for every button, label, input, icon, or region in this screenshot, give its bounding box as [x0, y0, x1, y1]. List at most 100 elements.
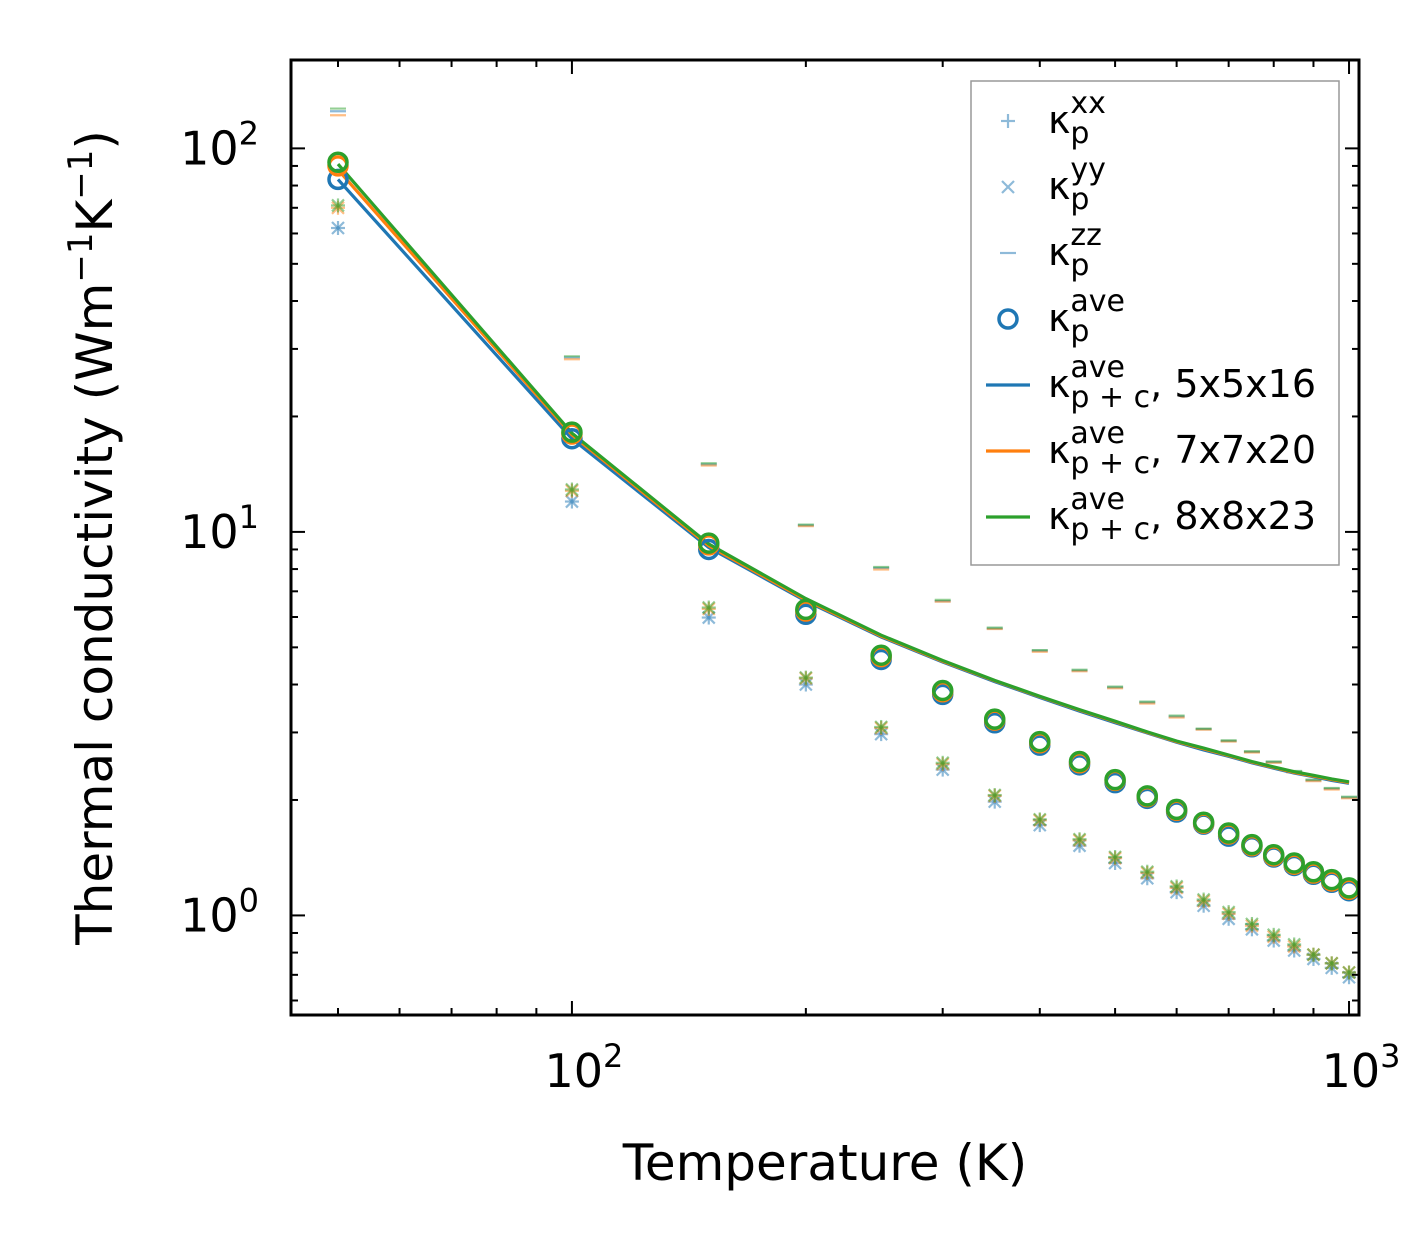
series-7-point-x: [331, 198, 345, 213]
legend-marker-b: [1001, 180, 1015, 194]
series-7-point-x: [1072, 832, 1087, 847]
legend-entry: κpyy: [1001, 152, 1106, 217]
series-7-point-x: [1169, 879, 1184, 894]
series-7-point-x-b: [1072, 832, 1087, 847]
x-tick-label: 102: [544, 1037, 623, 1098]
y-axis-label: Thermal conductivity (Wm−1K−1): [61, 130, 124, 946]
y-tick-label-exp: 1: [239, 498, 259, 536]
series-9-point: [1262, 843, 1285, 866]
series-9-point: [795, 598, 817, 621]
series-7-point-x: [935, 756, 950, 770]
series-9-point: [1241, 833, 1263, 856]
series-9-point: [1302, 860, 1325, 883]
series-9-point: [327, 151, 349, 174]
legend-subscript: p + c: [1070, 512, 1150, 547]
series-7-point-x-b: [1245, 917, 1259, 931]
series-7-point-x-b: [1306, 947, 1321, 962]
legend-symbol: κ: [1048, 362, 1070, 406]
series-7-point-x-b: [1266, 928, 1281, 942]
series-7-point-x-b: [987, 788, 1002, 802]
series-7-point-x-b: [1196, 892, 1211, 907]
series-7-point-x-b: [1108, 850, 1122, 864]
series-1-point-b: [565, 494, 579, 509]
series-9-point: [1192, 811, 1215, 833]
legend-subscript: p: [1070, 116, 1089, 151]
series-7-point-x: [874, 720, 888, 734]
series-7-point-x: [1266, 928, 1281, 942]
series-9-point: [1320, 868, 1343, 891]
legend-subscript: p + c: [1070, 446, 1150, 481]
legend-suffix: , 8x8x23: [1150, 494, 1316, 538]
series-12-line: [336, 163, 1350, 784]
legend-symbol: κ: [1048, 164, 1070, 208]
series-7-point-x-b: [1169, 879, 1184, 894]
series-7-point-x-b: [1287, 937, 1301, 952]
x-tick-label-base: 10: [1322, 1044, 1381, 1098]
y-tick-label: 100: [180, 881, 259, 942]
series-7-point-x-b: [1342, 965, 1356, 980]
series-9-point: [1068, 750, 1091, 773]
series-9-point: [1217, 822, 1240, 844]
legend-label: κp + cave , 8x8x23: [1048, 482, 1316, 547]
plot-area: [327, 107, 1360, 985]
series-9-point: [698, 532, 720, 554]
x-tick-label-exp: 2: [603, 1037, 623, 1075]
legend-subscript: p: [1070, 182, 1089, 217]
series-9-point: [1104, 768, 1126, 791]
series-7-point-x: [1306, 947, 1321, 962]
series-1-point-b: [331, 221, 345, 235]
legend-superscript: ave: [1070, 416, 1125, 451]
series-9-point: [983, 708, 1006, 730]
series-7-point-x-b: [701, 600, 716, 615]
series-9-point: [1029, 730, 1051, 753]
axes-frame: [289, 58, 1361, 1017]
x-tick-label: 103: [1322, 1037, 1401, 1098]
legend-entry: κpzz: [1000, 218, 1102, 283]
x-tick-label-exp: 3: [1380, 1037, 1400, 1075]
series-7-point-x: [1245, 917, 1259, 931]
series-7-point-x-b: [935, 756, 950, 770]
series-9-point: [931, 679, 954, 702]
legend-entry: κpxx: [1001, 86, 1106, 151]
y-tick-label: 102: [180, 114, 259, 175]
y-axis-label-main: Thermal conductivity (Wm: [66, 283, 124, 946]
series-7-point-x: [565, 482, 579, 497]
series-7-point-x-b: [1221, 905, 1236, 919]
legend-subscript: p: [1070, 314, 1089, 349]
legend-suffix: , 5x5x16: [1150, 362, 1316, 406]
series-9-point: [561, 421, 583, 443]
legend-marker: [1001, 180, 1015, 194]
y-tick-label-base: 10: [180, 121, 239, 175]
legend-subscript: p: [1070, 248, 1089, 283]
series-7-point-x: [1108, 850, 1122, 864]
legend-label: κpave: [1048, 284, 1125, 349]
legend-box: [970, 80, 1340, 566]
legend-superscript: ave: [1070, 482, 1125, 517]
y-axis-label-mid: K: [66, 199, 124, 233]
y-tick-label-exp: 2: [239, 114, 259, 152]
y-axis-label-exp1: −1: [61, 233, 101, 283]
y-axis-label-exp2: −1: [61, 150, 101, 200]
series-7-point-x: [701, 600, 716, 615]
series-7-point-x-b: [799, 670, 813, 685]
series-5: [329, 114, 1358, 800]
series-1-point: [331, 221, 345, 235]
legend-symbol: κ: [1048, 494, 1070, 538]
series-7-point-x: [1342, 965, 1356, 980]
legend-entry: κp + cave , 8x8x23: [986, 482, 1316, 547]
series-7-point-x: [1221, 905, 1236, 919]
y-tick-label-base: 10: [180, 505, 239, 559]
series-7-point-x: [1287, 937, 1301, 952]
y-tick-label-base: 10: [180, 888, 239, 942]
legend-marker: [1001, 114, 1015, 128]
legend-suffix: , 7x7x20: [1150, 428, 1316, 472]
series-7-point-x-b: [1324, 956, 1339, 971]
legend-entry: κp + cave , 5x5x16: [986, 350, 1316, 415]
series-7-point-x: [1196, 892, 1211, 907]
legend-symbol: κ: [1048, 296, 1070, 340]
series-7-point-x-b: [1033, 812, 1047, 827]
series-9-point: [1136, 785, 1159, 807]
